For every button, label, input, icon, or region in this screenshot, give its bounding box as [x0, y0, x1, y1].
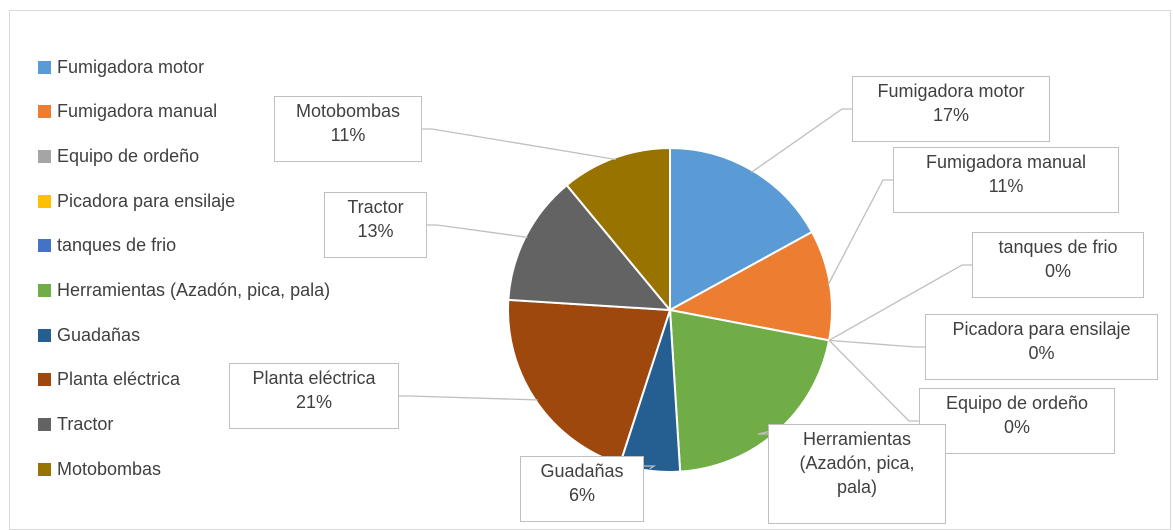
pie-slice: [565, 146, 671, 313]
leader-line: [399, 395, 538, 401]
leader-line: [751, 108, 852, 173]
pie-slice: [669, 146, 814, 312]
legend-label: Picadora para ensilaje: [57, 190, 236, 211]
legend-swatch: [38, 462, 51, 476]
legend-item: Fumigadora manual: [38, 97, 217, 127]
data-label-text: Motobombas: [295, 101, 401, 121]
data-label-text: 17%: [932, 105, 970, 125]
data-label-text: Picadora para ensilaje: [952, 319, 1131, 339]
legend-swatch: [38, 149, 51, 163]
legend-label: Guadañas: [57, 324, 141, 345]
legend-label: Fumigadora motor: [57, 56, 205, 77]
data-label: Guadañas 6%: [520, 456, 644, 522]
data-label: Equipo de ordeño 0%: [919, 388, 1115, 454]
legend-label: Tractor: [57, 414, 114, 435]
legend-item: Guadañas: [38, 320, 140, 350]
legend-item: Picadora para ensilaje: [38, 186, 235, 216]
legend-swatch: [38, 373, 51, 387]
data-label-text: Fumigadora motor: [877, 81, 1025, 101]
legend-swatch: [38, 328, 51, 342]
data-label-text: 21%: [295, 392, 333, 412]
pie-slice: [667, 230, 833, 342]
data-label-text: 0%: [1003, 417, 1030, 437]
leader-line: [427, 224, 528, 239]
legend-swatch: [38, 284, 51, 297]
legend-swatch: [38, 194, 51, 208]
data-label-text: Herramientas: [802, 429, 912, 449]
data-label-text: 6%: [568, 485, 595, 505]
leader-line: [422, 128, 616, 161]
data-label-text: Fumigadora manual: [925, 152, 1087, 172]
leader-line: [827, 179, 893, 286]
legend-label: Herramientas (Azadón, pica, pala): [57, 280, 331, 300]
data-label: Tractor 13%: [324, 192, 427, 258]
leader-line: [828, 339, 919, 422]
data-label-text: Equipo de ordeño: [945, 393, 1089, 413]
data-label: Planta eléctrica 21%: [229, 363, 399, 429]
data-label-text: (Azadón, pica,: [799, 453, 915, 473]
legend-item: Tractor: [38, 410, 113, 440]
legend-item: Planta eléctrica: [38, 365, 180, 395]
legend-swatch: [38, 105, 51, 119]
legend-item: Motobombas: [38, 454, 161, 484]
legend-swatch: [38, 418, 51, 432]
data-label-text: 0%: [1044, 261, 1071, 281]
legend-item: Equipo de ordeño: [38, 141, 199, 171]
legend-label: Fumigadora manual: [57, 101, 218, 122]
data-label: Fumigadora manual 11%: [893, 147, 1119, 213]
legend-label: Planta eléctrica: [57, 369, 181, 390]
data-label: tanques de frio 0%: [972, 232, 1144, 298]
data-label-text: 13%: [357, 221, 394, 241]
data-label-text: 11%: [988, 176, 1024, 196]
leader-line: [644, 465, 657, 470]
legend-swatch: [38, 60, 51, 74]
data-label-text: tanques de frio: [998, 237, 1118, 257]
legend-swatch: [38, 239, 51, 253]
data-label-text: Tractor: [347, 197, 404, 217]
data-label: Motobombas 11%: [274, 96, 422, 162]
data-label-text: Planta eléctrica: [252, 368, 376, 388]
data-label-text: pala): [836, 477, 878, 497]
legend-item: Fumigadora motor: [38, 52, 204, 82]
leader-line: [828, 264, 972, 341]
legend-item: Herramientas (Azadón, pica, pala): [38, 276, 330, 306]
data-label-text: 11%: [330, 125, 366, 145]
pie-chart: [399, 108, 972, 473]
leader-line: [829, 339, 925, 348]
pie-slice: [507, 298, 672, 466]
data-label: Picadora para ensilaje 0%: [925, 314, 1158, 380]
legend-label: Equipo de ordeño: [57, 145, 200, 166]
data-label: Herramientas (Azadón, pica, pala): [768, 424, 946, 524]
data-label: Fumigadora motor 17%: [852, 76, 1050, 142]
legend-item: tanques de frio: [38, 231, 176, 261]
legend-label: tanques de frio: [57, 235, 177, 256]
legend-label: Motobombas: [57, 458, 162, 479]
data-label-text: 0%: [1028, 343, 1055, 363]
data-label-text: Guadañas: [540, 461, 624, 481]
